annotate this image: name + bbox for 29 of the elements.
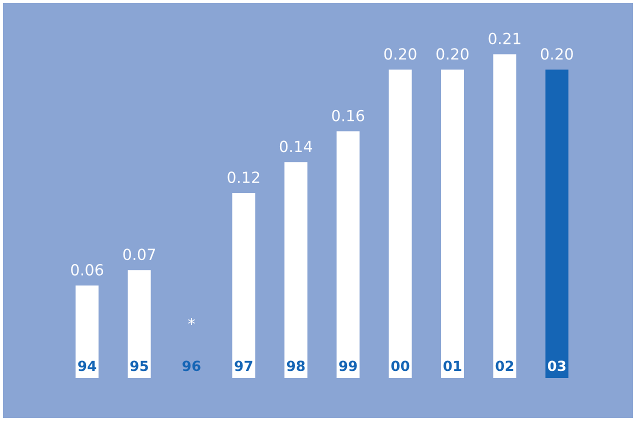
x-tick-label: 03 xyxy=(548,360,566,372)
bar xyxy=(76,285,99,378)
text: * xyxy=(188,318,195,325)
data-label: 0.07 xyxy=(123,248,156,260)
x-tick-label: 00 xyxy=(391,360,410,372)
x-tick-label: 98 xyxy=(286,360,305,372)
bar xyxy=(336,131,360,378)
bar xyxy=(232,192,256,378)
bar xyxy=(388,70,412,378)
x-tick-label: 94 xyxy=(78,360,96,372)
x-tick-label: 97 xyxy=(234,360,252,372)
data-label: 0.20 xyxy=(436,48,468,60)
data-label: 0.21 xyxy=(488,32,520,44)
x-tick-label: 01 xyxy=(444,360,462,372)
x-tick-label: 99 xyxy=(339,360,357,372)
data-label: 0.16 xyxy=(332,110,364,122)
data-label: 0.14 xyxy=(280,140,312,152)
x-tick-label: 95 xyxy=(130,360,148,372)
data-label: 0.06 xyxy=(71,264,104,276)
bar xyxy=(128,270,151,378)
data-label: 0.20 xyxy=(384,48,416,60)
bar xyxy=(284,162,308,378)
bar xyxy=(545,70,568,378)
bar xyxy=(441,70,464,378)
x-tick-label: 96 xyxy=(182,360,200,372)
bar xyxy=(493,54,516,378)
data-label: 0.20 xyxy=(540,48,573,60)
data-label: 0.12 xyxy=(228,172,260,184)
x-tick-label: 02 xyxy=(496,360,514,372)
